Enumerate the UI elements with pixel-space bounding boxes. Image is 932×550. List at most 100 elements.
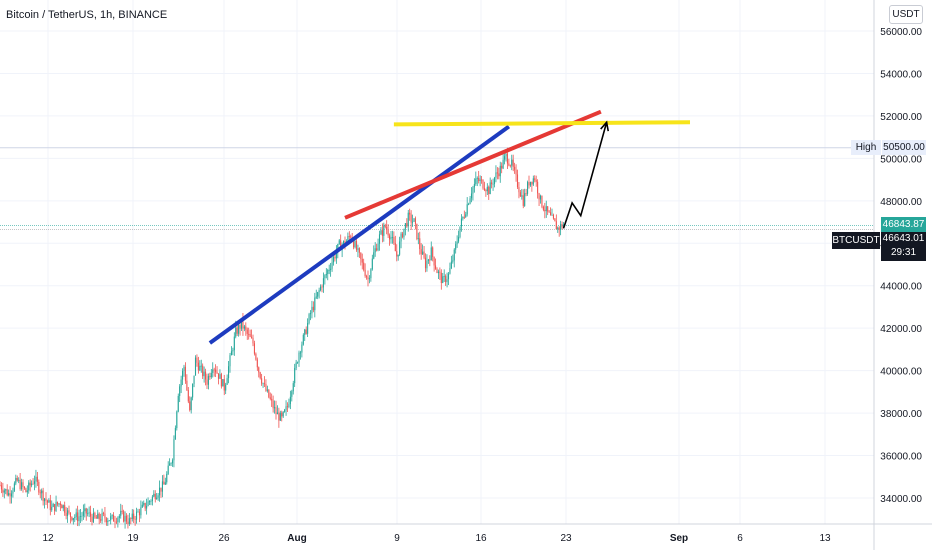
candle-body	[476, 177, 478, 179]
candle-body	[262, 383, 264, 385]
candle-body	[361, 258, 363, 263]
candle-body	[502, 159, 504, 169]
candle-body	[229, 355, 231, 367]
candle-body	[414, 218, 416, 224]
candle-body	[527, 182, 529, 194]
candle-body	[111, 514, 113, 517]
candle-body	[167, 465, 169, 474]
candle-body	[456, 241, 458, 245]
candle-body	[113, 514, 115, 522]
candle-body	[409, 212, 411, 215]
candle-body	[216, 372, 218, 374]
candle-body	[498, 173, 500, 177]
candle-body	[528, 182, 530, 186]
candle-body	[18, 479, 20, 481]
candle-body	[255, 353, 257, 360]
candle-body	[340, 240, 342, 251]
candle-body	[390, 237, 392, 240]
candle-body	[374, 248, 376, 253]
candle-body	[518, 187, 520, 193]
candle-body	[183, 366, 185, 371]
candle-body	[147, 501, 149, 506]
candle-body	[445, 276, 447, 283]
candle-body	[272, 400, 274, 409]
candle-body	[61, 505, 63, 509]
x-tick-label: 23	[560, 533, 572, 544]
candle-body	[87, 513, 89, 515]
candle-body	[537, 181, 539, 194]
candle-body	[489, 182, 491, 195]
candle-body	[173, 439, 175, 461]
candle-body	[547, 206, 549, 212]
candle-body	[485, 190, 487, 192]
candle-body	[387, 229, 389, 236]
y-tick-label: 40000.00	[880, 367, 922, 378]
candle-body	[79, 516, 82, 517]
candle-body	[560, 224, 562, 230]
candle-body	[318, 290, 320, 293]
candle-body	[44, 498, 46, 502]
candle-body	[343, 241, 345, 245]
candle-body	[538, 193, 540, 200]
candle-body	[144, 503, 146, 509]
candle-body	[328, 269, 330, 271]
candle-body	[479, 179, 481, 181]
candle-body	[285, 406, 287, 410]
candle-body	[75, 512, 77, 518]
candle-body	[544, 209, 546, 212]
candle-body	[404, 223, 406, 229]
candle-body	[488, 186, 490, 195]
currency-unit-button[interactable]: USDT	[889, 5, 923, 24]
candle-body	[311, 306, 313, 314]
candle-body	[347, 236, 349, 242]
candle-body	[389, 235, 391, 240]
candle-body	[203, 371, 205, 377]
candle-body	[187, 390, 189, 402]
candle-body	[72, 518, 74, 521]
candle-body	[222, 379, 224, 387]
candle-body	[160, 487, 162, 492]
candle-body	[284, 409, 286, 412]
candle-body	[166, 473, 168, 483]
candle-body	[49, 500, 51, 511]
candle-body	[512, 159, 514, 167]
candle-body	[266, 389, 268, 391]
candle-body	[321, 286, 323, 288]
candle-body	[463, 216, 465, 218]
candle-body	[330, 268, 332, 270]
candle-body	[94, 512, 96, 518]
candle-body	[179, 386, 181, 396]
x-tick-label: 9	[394, 533, 400, 544]
candle-body	[28, 482, 30, 491]
candle-body	[192, 383, 194, 398]
candle-body	[133, 513, 135, 519]
candle-body	[427, 259, 429, 261]
candle-body	[210, 372, 212, 378]
candle-body	[269, 397, 271, 399]
high-label: High	[851, 140, 881, 155]
candle-body	[483, 188, 485, 191]
candle-body	[331, 262, 333, 269]
candle-body	[274, 407, 276, 409]
candle-body	[209, 376, 211, 378]
candle-body	[535, 180, 537, 182]
candle-body	[240, 319, 243, 329]
candle-body	[164, 482, 166, 485]
candle-body	[230, 351, 232, 356]
candle-body	[95, 517, 97, 519]
candle-body	[364, 269, 366, 277]
candle-body	[271, 398, 273, 401]
y-tick-label: 34000.00	[880, 494, 922, 505]
candle-body	[376, 248, 378, 251]
candle-body	[174, 428, 176, 440]
candle-body	[55, 501, 57, 511]
candle-body	[3, 490, 5, 493]
candle-body	[36, 476, 38, 482]
candle-body	[401, 233, 404, 238]
candle-body	[256, 359, 258, 368]
candle-body	[468, 203, 470, 205]
candle-body	[378, 234, 381, 244]
candle-body	[312, 306, 314, 311]
